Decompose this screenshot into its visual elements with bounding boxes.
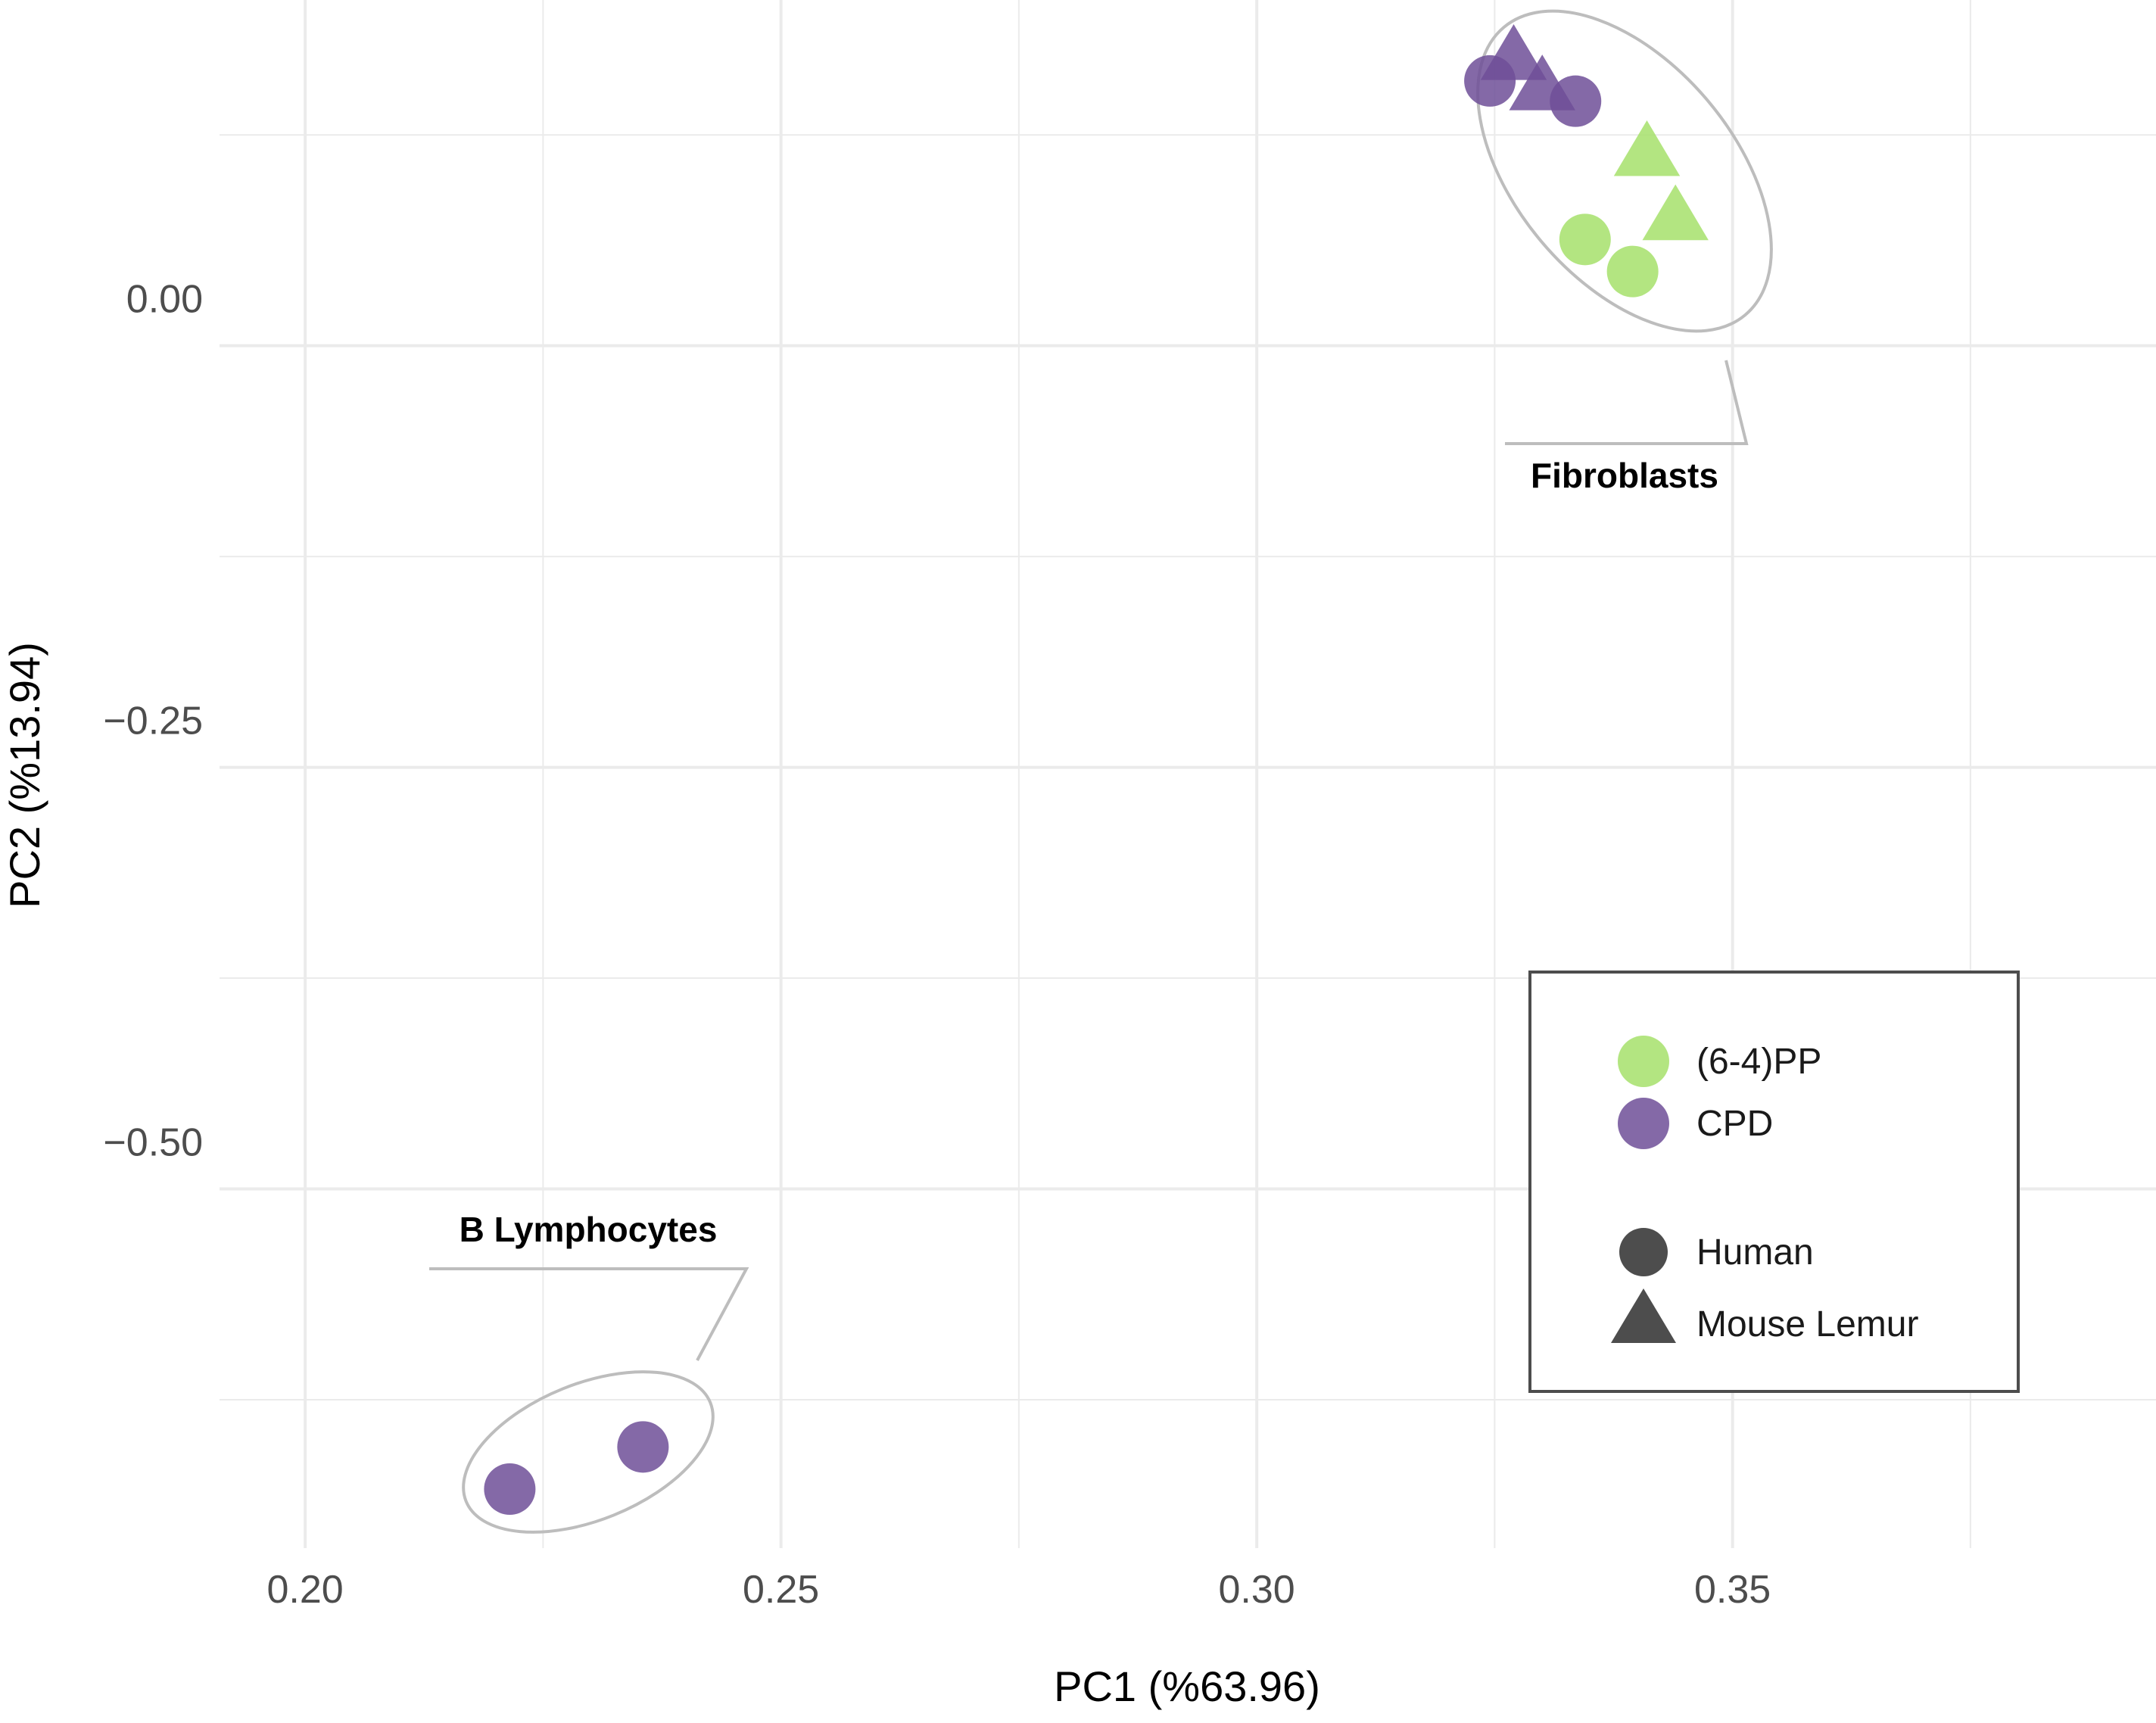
legend-label-human: Human xyxy=(1696,1232,1814,1273)
legend-box xyxy=(1528,971,2020,1393)
legend-key-human xyxy=(1619,1228,1668,1276)
data-point-triangle xyxy=(1613,120,1681,176)
data-points xyxy=(484,23,1709,1516)
x-axis-title: PC1 (%63.96) xyxy=(1054,1662,1320,1710)
b-lymphocytes-enclosure xyxy=(429,1267,749,1534)
legend-key-mouse-lemur xyxy=(1611,1288,1676,1343)
data-point-triangle xyxy=(1480,23,1547,80)
b-lymphocytes-ellipse xyxy=(462,1370,715,1534)
y-axis-ticks: 0.00 −0.25 −0.50 xyxy=(103,278,203,1165)
y-tick-label: −0.25 xyxy=(103,699,203,743)
data-point-circle xyxy=(484,1463,536,1516)
data-point-circle xyxy=(1550,75,1602,127)
legend: (6-4)PP CPD Human Mouse Lemur xyxy=(1528,971,2020,1393)
b-lymphocytes-label: B Lymphocytes xyxy=(460,1210,718,1249)
x-axis-ticks: 0.20 0.25 0.30 0.35 xyxy=(267,1568,1771,1612)
y-tick-label: −0.50 xyxy=(103,1121,203,1165)
fibroblasts-ellipse xyxy=(1476,9,1773,333)
data-point-circle xyxy=(1606,245,1659,298)
legend-label-6-4pp: (6-4)PP xyxy=(1696,1042,1821,1082)
y-axis-title: PC2 (%13.94) xyxy=(1,642,48,908)
legend-label-cpd: CPD xyxy=(1696,1104,1773,1144)
data-point-circle xyxy=(617,1421,669,1473)
legend-key-6-4pp xyxy=(1618,1036,1669,1087)
legend-key-cpd xyxy=(1618,1098,1669,1149)
data-point-triangle xyxy=(1642,184,1709,241)
legend-label-mouse-lemur: Mouse Lemur xyxy=(1696,1304,1918,1344)
fibroblasts-enclosure xyxy=(1476,9,1773,445)
fibroblasts-label: Fibroblasts xyxy=(1531,456,1718,495)
data-point-circle xyxy=(1559,213,1611,266)
y-tick-label: 0.00 xyxy=(126,278,203,322)
b-lymphocytes-leader-line xyxy=(429,1267,749,1361)
x-tick-label: 0.35 xyxy=(1694,1568,1771,1612)
x-tick-label: 0.25 xyxy=(743,1568,819,1612)
x-tick-label: 0.30 xyxy=(1219,1568,1295,1612)
fibroblasts-leader-line xyxy=(1505,360,1749,445)
data-point-triangle xyxy=(1509,55,1575,111)
x-tick-label: 0.20 xyxy=(267,1568,344,1612)
